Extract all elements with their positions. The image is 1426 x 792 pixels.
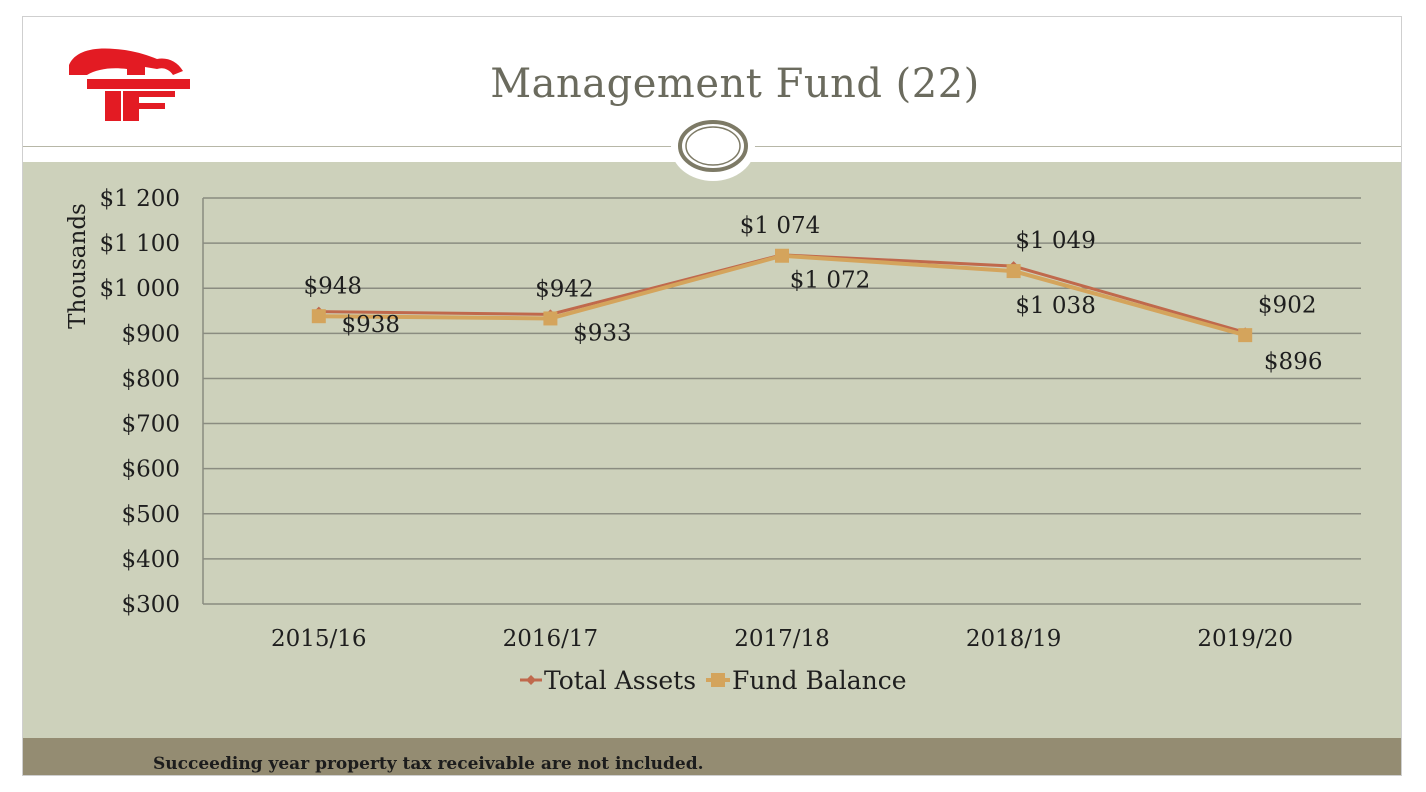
legend-marker-total-assets — [526, 675, 536, 685]
data-labels: $948 $942 $1 074 $1 049 $902 $938 $933 $1 072 $1… — [304, 213, 1323, 375]
data-label-total-assets: $948 — [304, 274, 363, 300]
data-label-fund-balance: $933 — [573, 320, 632, 346]
footer-band — [23, 738, 1401, 775]
y-tick-label: $900 — [121, 321, 180, 347]
x-tick-label: 2016/17 — [503, 626, 599, 652]
y-tick-label: $800 — [121, 366, 180, 392]
ornament-circle-icon — [671, 113, 755, 181]
x-tick-label: 2017/18 — [734, 626, 830, 652]
x-tick-label: 2018/19 — [966, 626, 1062, 652]
data-label-fund-balance: $896 — [1264, 349, 1323, 375]
y-tick-label: $400 — [121, 547, 180, 573]
data-point — [1238, 328, 1253, 343]
data-point — [775, 248, 789, 263]
y-tick-label: $1 000 — [100, 276, 180, 302]
series-line-fund-balance — [318, 253, 1246, 338]
y-tick-label: $300 — [121, 592, 180, 618]
data-label-fund-balance: $938 — [342, 312, 401, 338]
y-tick-label: $700 — [121, 412, 180, 438]
management-fund-line-chart: $300 $400 $500 $600 $700 $800 $900 $1 000 $1 100… — [65, 186, 1361, 695]
y-tick-label: $500 — [121, 502, 180, 528]
data-label-total-assets: $942 — [535, 276, 594, 302]
y-tick-label: $1 200 — [100, 186, 180, 212]
slide: Management Fund (22) $300 $400 $500 $600 $70… — [22, 16, 1402, 776]
legend: Total Assets Fund Balance — [520, 666, 907, 695]
x-tick-label: 2015/16 — [271, 626, 367, 652]
data-point — [311, 309, 326, 324]
data-label-fund-balance: $1 038 — [1015, 293, 1095, 319]
data-label-total-assets: $1 074 — [740, 213, 820, 239]
data-label-total-assets: $902 — [1258, 292, 1317, 318]
x-axis-ticks: 2015/16 2016/17 2017/18 2018/19 2019/20 — [271, 626, 1293, 652]
slide-title: Management Fund (22) — [490, 61, 980, 107]
data-point — [543, 311, 558, 326]
series-lines — [318, 253, 1246, 338]
series-line-total-assets — [318, 253, 1246, 334]
data-label-total-assets: $1 049 — [1015, 228, 1095, 254]
legend-label-fund-balance: Fund Balance — [732, 666, 907, 695]
legend-label-total-assets: Total Assets — [544, 666, 696, 695]
data-point — [1006, 264, 1021, 279]
y-axis-title: Thousands — [65, 203, 91, 329]
data-label-fund-balance: $1 072 — [790, 268, 870, 294]
y-tick-label: $600 — [121, 457, 180, 483]
series-markers — [311, 248, 1253, 343]
y-axis-ticks: $300 $400 $500 $600 $700 $800 $900 $1 000 $1 100… — [100, 186, 180, 618]
x-tick-label: 2019/20 — [1197, 626, 1293, 652]
letter-f-logo-icon — [69, 48, 190, 121]
footnote: Succeeding year property tax receivable … — [153, 754, 704, 774]
legend-marker-fund-balance — [711, 673, 725, 687]
gridlines — [202, 197, 1361, 605]
chart-panel — [23, 162, 1401, 740]
y-tick-label: $1 100 — [100, 231, 180, 257]
